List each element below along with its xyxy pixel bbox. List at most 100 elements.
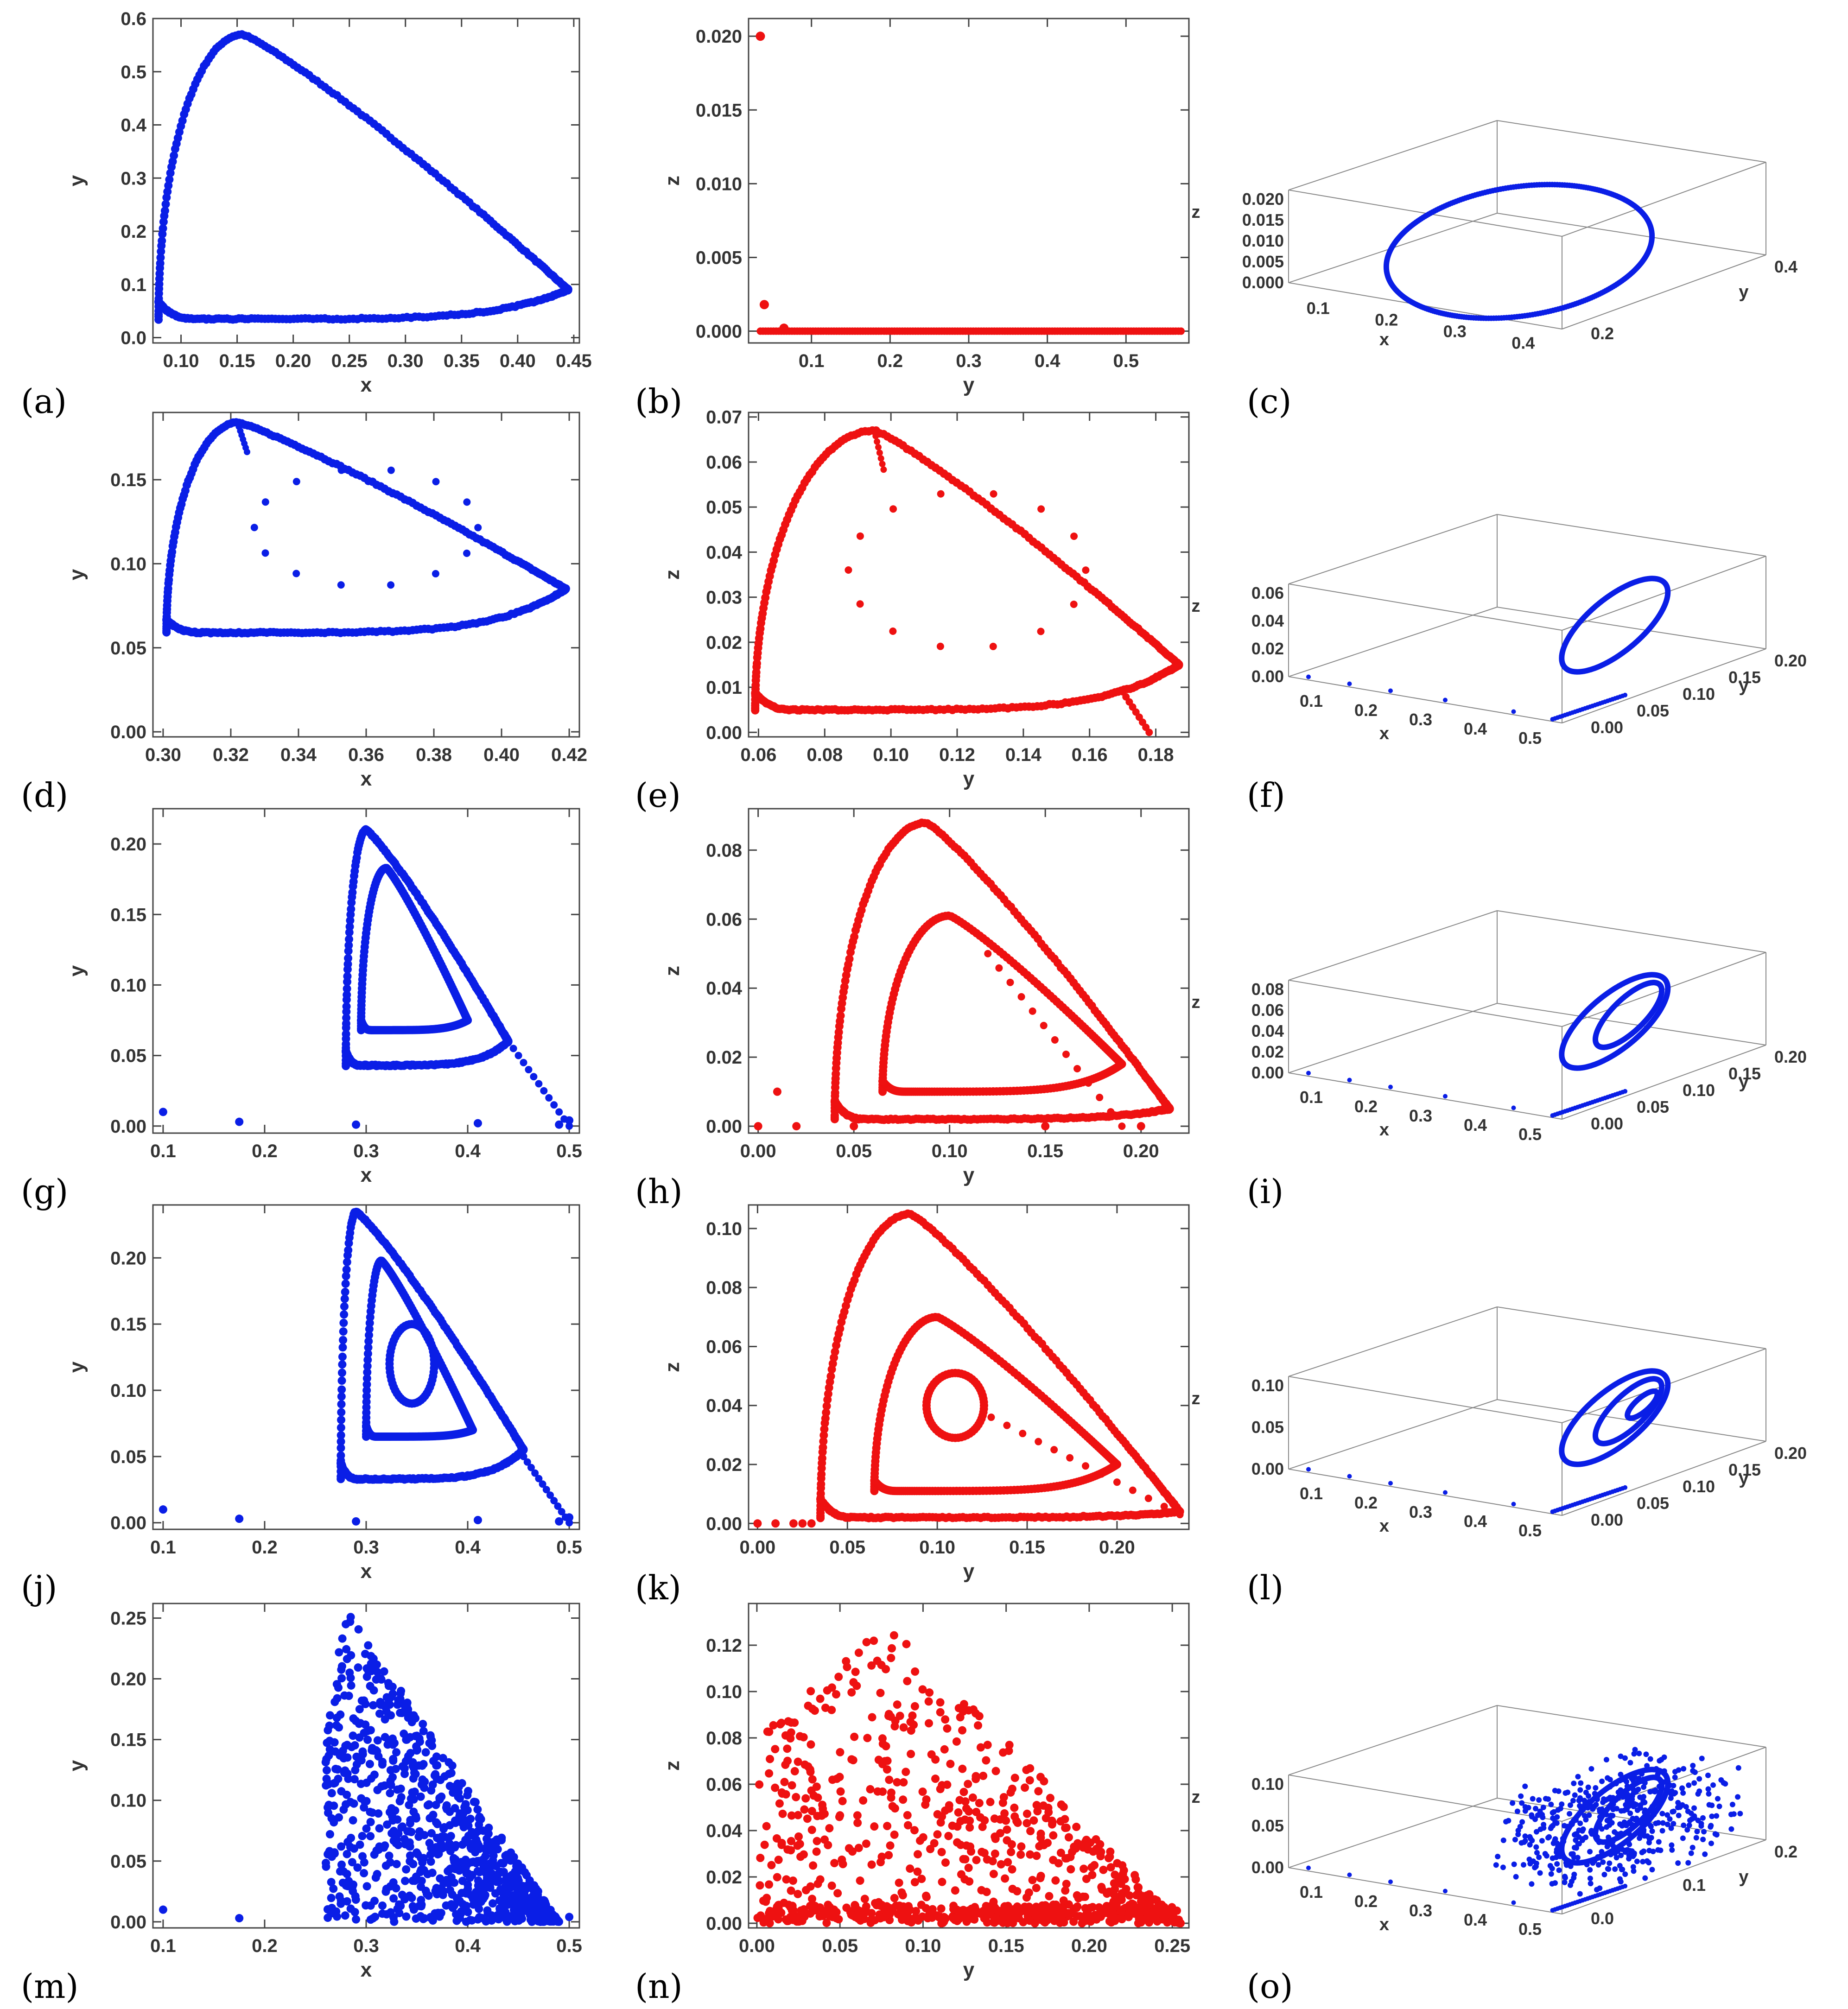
chart-d: 0.30 0.32 0.34 0.36 0.38 0.40 0.420.000.050.10… bbox=[65, 412, 587, 790]
data-point bbox=[1347, 1077, 1352, 1083]
x-tick-label: 0.5 bbox=[1518, 729, 1542, 748]
y-tick-label: 0.00 bbox=[1591, 718, 1623, 737]
y-tick-label: 0.0 bbox=[121, 328, 146, 349]
data-point bbox=[773, 1087, 781, 1096]
y-axis-label: y bbox=[65, 175, 88, 186]
data-point bbox=[1177, 327, 1185, 335]
data-point bbox=[1644, 1016, 1650, 1022]
data-point bbox=[550, 1101, 558, 1109]
data-point bbox=[362, 1422, 371, 1431]
data-point bbox=[1306, 1071, 1311, 1076]
y-tick-label: 0.2 bbox=[1591, 324, 1614, 343]
y-tick-label: 0.20 bbox=[110, 834, 146, 855]
z-tick-label: 0.06 bbox=[1251, 583, 1284, 602]
data-point bbox=[889, 627, 897, 635]
data-points bbox=[751, 426, 1183, 736]
data-point bbox=[514, 1052, 522, 1059]
data-point bbox=[530, 1073, 538, 1081]
x-axis-label: x bbox=[1379, 1120, 1389, 1140]
x-axis-label: x bbox=[361, 1164, 372, 1186]
x-tick-label: 0.25 bbox=[331, 351, 368, 371]
chart-a: 0.10 0.15 0.20 0.25 0.30 0.35 0.40 0.450.00.10.… bbox=[65, 9, 592, 396]
x-tick-label: 0.30 bbox=[387, 351, 424, 371]
data-points bbox=[159, 825, 574, 1130]
y-tick-label: 0.00 bbox=[706, 1116, 742, 1137]
x-axis-label: x bbox=[361, 767, 372, 790]
y-tick-label: 0.02 bbox=[706, 633, 742, 653]
data-point bbox=[874, 438, 881, 445]
data-point bbox=[756, 32, 765, 41]
data-point bbox=[160, 206, 169, 215]
data-point bbox=[165, 175, 174, 184]
data-points bbox=[1306, 576, 1671, 722]
y-tick-label: 0.07 bbox=[706, 407, 742, 428]
data-point bbox=[430, 1363, 438, 1372]
x-tick-label: 0.12 bbox=[939, 745, 975, 765]
y-axis-label: y bbox=[65, 1361, 88, 1373]
data-point bbox=[292, 478, 300, 486]
data-point bbox=[871, 427, 878, 434]
x-tick-label: 0.2 bbox=[1354, 701, 1378, 720]
box-edge-bottom bbox=[1288, 607, 1498, 677]
data-point bbox=[1643, 1025, 1649, 1031]
data-points bbox=[754, 818, 1174, 1131]
x-tick-label: 0.1 bbox=[1300, 1088, 1323, 1107]
z-tick-label: 0.04 bbox=[1251, 611, 1284, 630]
x-tick-label: 0.2 bbox=[252, 1141, 278, 1161]
data-point bbox=[474, 524, 482, 532]
data-point bbox=[1070, 600, 1078, 608]
x-tick-label: 0.00 bbox=[739, 1537, 775, 1558]
x-tick-label: 0.4 bbox=[455, 1141, 481, 1161]
x-tick-label: 0.1 bbox=[1307, 299, 1330, 318]
box-edge-top bbox=[1497, 514, 1766, 557]
z-tick-label: 0.08 bbox=[1251, 980, 1284, 999]
data-point bbox=[339, 1318, 348, 1327]
data-points bbox=[162, 418, 570, 638]
z-tick-label: 0.010 bbox=[1242, 231, 1284, 250]
data-point bbox=[1029, 1007, 1036, 1015]
data-point bbox=[540, 1087, 548, 1095]
data-point bbox=[387, 466, 395, 474]
x-tick-label: 0.4 bbox=[455, 1537, 481, 1558]
y-tick-label: 0.03 bbox=[706, 588, 742, 608]
box-edge-top bbox=[1288, 120, 1498, 190]
y-tick-label: 0.20 bbox=[1774, 651, 1807, 670]
data-point bbox=[292, 570, 300, 577]
data-point bbox=[154, 297, 163, 306]
y-tick-label: 0.01 bbox=[706, 678, 742, 698]
data-point bbox=[1623, 692, 1628, 697]
data-point bbox=[1006, 978, 1014, 986]
data-point bbox=[352, 1517, 361, 1526]
box-edge-bottom bbox=[1288, 1003, 1498, 1073]
data-point bbox=[1096, 1094, 1104, 1102]
x-axis-label: x bbox=[361, 374, 372, 396]
y-tick-label: 0.00 bbox=[110, 1116, 146, 1137]
y-tick-label: 0.15 bbox=[110, 1314, 146, 1335]
data-point bbox=[1443, 1094, 1448, 1099]
x-tick-label: 0.4 bbox=[1511, 334, 1535, 353]
y-tick-label: 0.02 bbox=[706, 1047, 742, 1068]
data-point bbox=[473, 1516, 482, 1524]
x-axis-label: y bbox=[963, 1560, 975, 1583]
y-tick-label: 0.10 bbox=[1683, 684, 1715, 703]
data-point bbox=[261, 549, 269, 557]
y-axis-label: z bbox=[661, 966, 684, 976]
x-tick-label: 0.10 bbox=[932, 1141, 968, 1161]
data-point bbox=[878, 1077, 887, 1085]
data-points bbox=[756, 32, 1185, 335]
data-point bbox=[830, 1097, 839, 1106]
data-point bbox=[1073, 1065, 1081, 1072]
chart-h: 0.00 0.05 0.10 0.15 0.200.000.020.040.060.08… bbox=[661, 808, 1190, 1186]
data-point bbox=[876, 450, 883, 456]
data-point bbox=[936, 642, 944, 650]
data-point bbox=[555, 1108, 563, 1116]
z-tick-label: 0.02 bbox=[1251, 1042, 1284, 1061]
z-axis-label: z bbox=[1192, 993, 1200, 1012]
chart-b: 0.1 0.2 0.3 0.4 0.50.0000.0050.0100.0150.020… bbox=[661, 18, 1190, 396]
plot-frame bbox=[748, 18, 1190, 344]
data-point bbox=[535, 1080, 543, 1088]
y-axis-label: y bbox=[1739, 676, 1748, 696]
data-points bbox=[159, 1208, 574, 1527]
data-point bbox=[235, 1117, 244, 1126]
